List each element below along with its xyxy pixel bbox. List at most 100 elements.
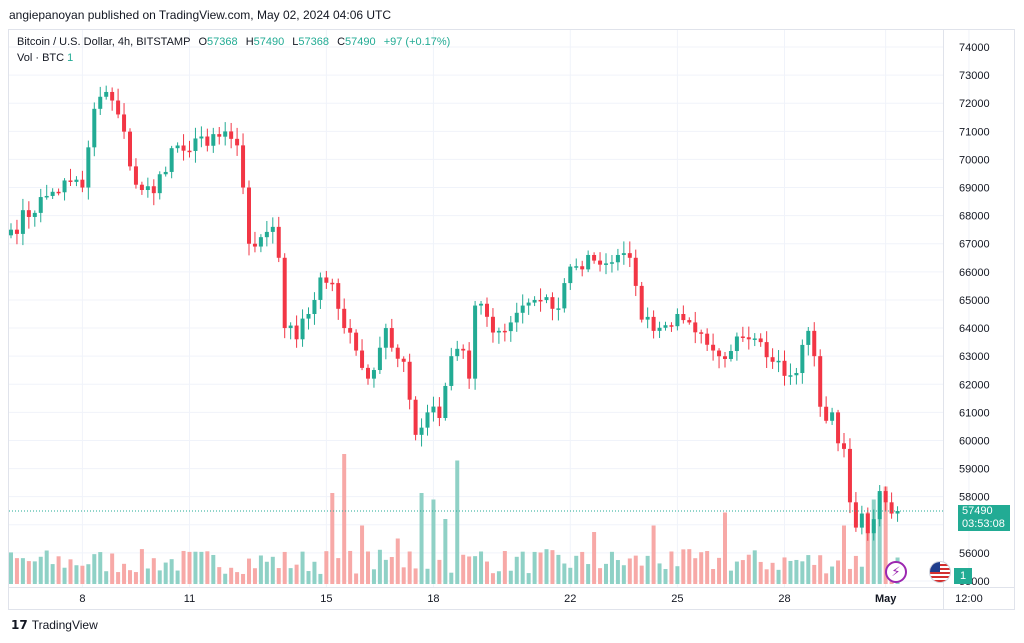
candle [104, 85, 109, 100]
candle-body [693, 322, 698, 333]
us-flag-icon[interactable] [929, 561, 951, 583]
candle [395, 344, 400, 368]
candle [157, 171, 162, 200]
volume-bar [818, 555, 823, 584]
candle [544, 294, 549, 304]
candle [467, 342, 472, 389]
volume-bar [360, 525, 365, 584]
candle [514, 302, 519, 332]
volume-bar [395, 538, 400, 584]
candle [258, 234, 263, 253]
volume-bar [592, 532, 597, 584]
candle-body [895, 511, 900, 514]
volume-bar [437, 559, 442, 584]
candle [562, 278, 567, 313]
candle-body [443, 385, 448, 418]
candle-body [520, 305, 525, 313]
candle-body [514, 312, 519, 323]
candle [383, 323, 388, 360]
volume-label: Vol · BTC [17, 52, 65, 64]
candle-body [883, 491, 888, 503]
volume-bar [419, 493, 424, 584]
candle [449, 347, 454, 391]
volume-bar [461, 554, 466, 584]
candle [889, 492, 894, 519]
candle [122, 103, 127, 139]
price-axis[interactable]: 74000 73000 72000 71000 70000 69000 68000 67000… [943, 30, 990, 609]
volume-bar [235, 572, 240, 584]
candle [752, 333, 757, 347]
footer-brand[interactable]: 17 TradingView [11, 618, 98, 632]
volume-bar [26, 561, 31, 584]
volume-bar [413, 568, 418, 584]
candle-body [20, 210, 25, 234]
low-value: 57368 [298, 36, 330, 48]
candle-body [258, 237, 263, 247]
candle [300, 309, 305, 347]
candle [479, 300, 484, 315]
candle-body [300, 318, 305, 340]
volume-bar [282, 551, 287, 584]
candle [371, 367, 376, 388]
time-axis[interactable]: 8 11 15 18 22 25 28 May 12:00 [79, 593, 982, 605]
volume-bar [562, 563, 567, 584]
bolt-icon[interactable]: ⚡ [885, 561, 907, 583]
volume-bar [782, 557, 787, 584]
volume-bar [717, 557, 722, 584]
candle-body [193, 138, 198, 151]
candle-body [211, 134, 216, 146]
candle [734, 332, 739, 361]
volume-bar [485, 561, 489, 584]
volume-bar [229, 567, 234, 584]
volume-bar [699, 552, 704, 584]
candle-body [723, 356, 727, 359]
volume-bar [145, 568, 150, 584]
candles [9, 85, 900, 541]
candle [633, 249, 638, 297]
candle [193, 127, 198, 163]
volume-bar [853, 555, 858, 584]
candle [895, 506, 900, 522]
candle-body [758, 338, 763, 343]
candle [675, 308, 680, 331]
symbol-legend[interactable]: Bitcoin / U.S. Dollar, 4h, BITSTAMP O573… [17, 34, 450, 50]
candle-body [502, 330, 507, 333]
volume-bar [193, 551, 198, 584]
candle [407, 353, 412, 410]
x-tick-label: 11 [184, 593, 195, 605]
candle-body [276, 226, 281, 258]
candle [782, 350, 787, 386]
volume-bar [366, 551, 370, 584]
candle [705, 328, 710, 351]
candle [740, 326, 745, 342]
last-price-tag: 57490 03:53:08 [958, 505, 1010, 531]
candle [276, 216, 281, 263]
volume-bar [104, 571, 109, 584]
candle [342, 298, 347, 334]
candle-body [425, 412, 430, 428]
candle-body [770, 357, 775, 362]
candle [526, 298, 531, 315]
volume-bar [443, 519, 448, 584]
volume-bar [407, 551, 412, 584]
candle-body [824, 406, 829, 421]
candle-body [122, 114, 127, 132]
candle [455, 340, 460, 361]
candle [294, 315, 299, 348]
candle-body [657, 327, 662, 331]
volume-bar [675, 566, 680, 584]
x-tick-label: May [875, 593, 897, 605]
candle [776, 350, 781, 373]
volume-bar [247, 558, 251, 584]
candle-body [383, 328, 388, 348]
candle [604, 253, 608, 275]
candle-body [413, 399, 418, 435]
volume-bar [586, 564, 591, 584]
candle [877, 485, 882, 527]
candle-body [556, 308, 561, 310]
volume-bar [217, 567, 222, 584]
volume-bar [401, 567, 406, 584]
candle [211, 127, 216, 153]
volume-legend[interactable]: Vol · BTC 1 [17, 50, 73, 66]
